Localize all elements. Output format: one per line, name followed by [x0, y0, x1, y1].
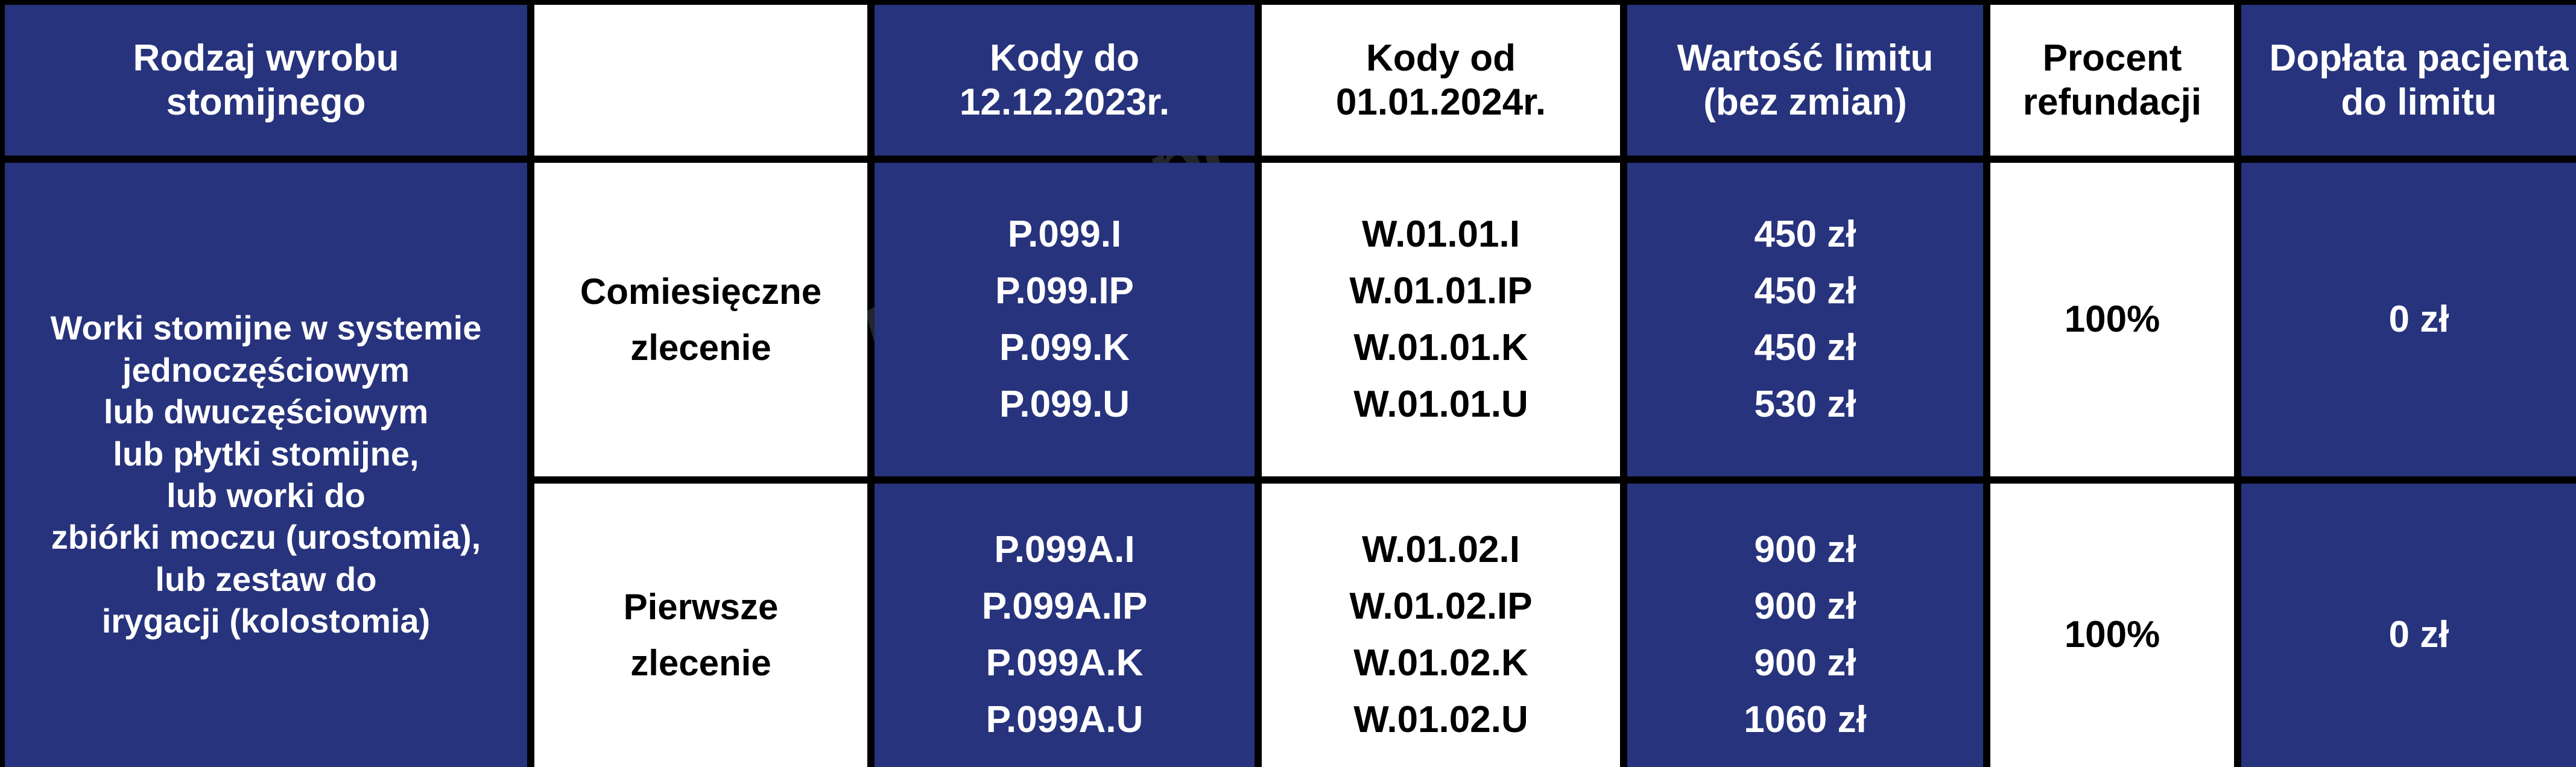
limit-line: 1060 zł — [1744, 699, 1867, 741]
table-row-1-codes-from-2024: W.01.01.I W.01.01.IP W.01.01.K W.01.01.U — [1262, 163, 1620, 476]
order-type-line: Comiesięczne — [580, 271, 822, 312]
code-line: P.099A.K — [986, 642, 1144, 684]
header-limit-value: Wartość limitu (bez zmian) — [1627, 5, 1983, 156]
product-type-line: Worki stomijne w systemie — [50, 309, 482, 347]
header-line: 01.01.2024r. — [1335, 81, 1546, 123]
header-codes-until-2023: Kody do 12.12.2023r. — [875, 5, 1255, 156]
header-line: Rodzaj wyrobu — [133, 37, 399, 79]
code-line: P.099A.IP — [981, 585, 1148, 627]
header-line: Dopłata pacjenta — [2269, 37, 2569, 79]
limit-line: 450 zł — [1754, 270, 1856, 312]
header-line: Kody od — [1366, 37, 1516, 79]
code-line: P.099.IP — [995, 270, 1134, 312]
order-type-line: zlecenie — [630, 327, 771, 368]
code-line: W.01.02.K — [1353, 642, 1528, 684]
header-line: Wartość limitu — [1677, 37, 1934, 79]
limit-line: 900 zł — [1754, 528, 1856, 570]
code-line: W.01.01.IP — [1349, 270, 1533, 312]
header-line: Kody do — [990, 37, 1139, 79]
table-row-1-codes-until-2023: P.099.I P.099.IP P.099.K P.099.U — [875, 163, 1255, 476]
code-line: W.01.02.U — [1353, 699, 1528, 741]
table-row-1-limit-value: 450 zł 450 zł 450 zł 530 zł — [1627, 163, 1983, 476]
limit-line: 900 zł — [1754, 642, 1856, 684]
product-type-line: lub płytki stomijne, — [113, 434, 419, 473]
limit-line: 530 zł — [1754, 384, 1856, 426]
product-type-line: lub worki do — [166, 476, 366, 514]
code-line: W.01.02.IP — [1349, 585, 1533, 627]
table-row-1-refund-percent: 100% — [1990, 163, 2234, 476]
code-line: P.099.I — [1007, 213, 1122, 255]
header-line: refundacji — [2022, 81, 2202, 123]
limit-line: 450 zł — [1754, 213, 1856, 255]
code-line: W.01.01.K — [1353, 327, 1528, 368]
header-product-type: Rodzaj wyrobu stomijnego — [5, 5, 527, 156]
header-line: 12.12.2023r. — [959, 81, 1170, 123]
table-row-2-refund-percent: 100% — [1990, 484, 2234, 767]
header-line: do limitu — [2341, 81, 2497, 123]
code-line: P.099A.U — [986, 699, 1144, 741]
table-row-2-codes-from-2024: W.01.02.I W.01.02.IP W.01.02.K W.01.02.U — [1262, 484, 1620, 767]
header-line: (bez zmian) — [1703, 81, 1907, 123]
product-type-line: lub zestaw do — [155, 560, 377, 598]
header-line: stomijnego — [166, 81, 366, 123]
header-codes-from-2024: Kody od 01.01.2024r. — [1262, 5, 1620, 156]
header-order-type-blank — [534, 5, 867, 156]
table-row-2-limit-value: 900 zł 900 zł 900 zł 1060 zł — [1627, 484, 1983, 767]
code-line: W.01.01.U — [1353, 384, 1528, 426]
header-patient-copay: Dopłata pacjenta do limitu — [2241, 5, 2576, 156]
code-line: W.01.01.I — [1362, 213, 1520, 255]
limit-line: 900 zł — [1754, 585, 1856, 627]
order-type-line: zlecenie — [630, 643, 771, 683]
product-type-line: jednoczęściowym — [122, 350, 410, 389]
code-line: P.099.U — [999, 384, 1130, 426]
code-line: W.01.02.I — [1362, 528, 1520, 570]
table-row-2-order-type: Pierwsze zlecenie — [534, 484, 867, 767]
limit-line: 450 zł — [1754, 327, 1856, 368]
header-refund-percent: Procent refundacji — [1990, 5, 2234, 156]
table-row-2-patient-copay: 0 zł — [2241, 484, 2576, 767]
table-row-2-codes-until-2023: P.099A.I P.099A.IP P.099A.K P.099A.U — [875, 484, 1255, 767]
product-type-line: irygacji (kolostomia) — [101, 602, 431, 640]
table-row-1-patient-copay: 0 zł — [2241, 163, 2576, 476]
order-type-line: Pierwsze — [623, 587, 779, 627]
code-line: P.099.K — [999, 327, 1130, 368]
product-type-line: lub dwuczęściowym — [103, 393, 429, 431]
product-type-line: zbiórki moczu (urostomia), — [51, 518, 481, 557]
code-line: P.099A.I — [994, 528, 1135, 570]
table-row-1-order-type: Comiesięczne zlecenie — [534, 163, 867, 476]
cell-product-type: Worki stomijne w systemie jednoczęściowy… — [5, 163, 527, 767]
header-line: Procent — [2042, 37, 2182, 79]
